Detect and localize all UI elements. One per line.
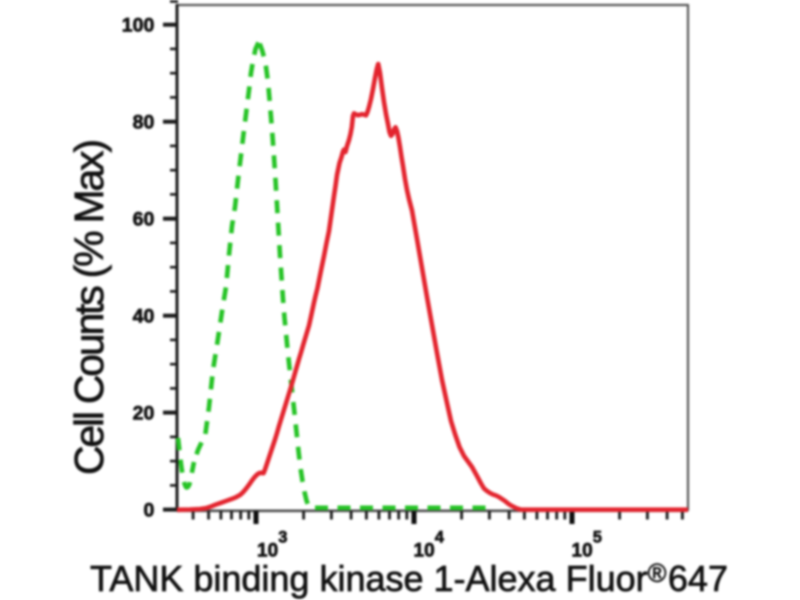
svg-text:3: 3: [278, 529, 287, 547]
svg-text:4: 4: [435, 529, 445, 547]
svg-text:10: 10: [414, 541, 435, 562]
svg-text:0: 0: [143, 500, 154, 522]
svg-text:80: 80: [133, 112, 155, 134]
svg-text:TANK binding kinase 1-Alexa Fl: TANK binding kinase 1-Alexa Fluor® 647: [90, 558, 728, 599]
svg-text:10: 10: [572, 541, 593, 562]
svg-text:40: 40: [133, 306, 155, 328]
svg-text:100: 100: [122, 15, 155, 37]
svg-text:5: 5: [593, 529, 602, 547]
svg-text:Cell Counts (% Max): Cell Counts (% Max): [66, 139, 112, 475]
svg-text:10: 10: [257, 541, 278, 562]
svg-text:60: 60: [133, 209, 155, 231]
svg-text:20: 20: [133, 403, 155, 425]
